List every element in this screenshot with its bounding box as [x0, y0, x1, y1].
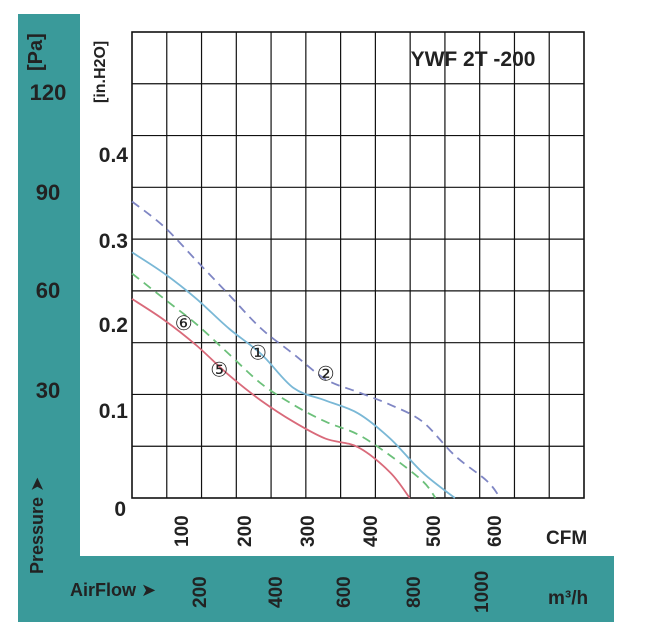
curve-label-1: ⑥ [175, 311, 193, 335]
pa-tick-30: 30 [35, 378, 61, 403]
curve-label-3: ① [249, 340, 267, 364]
in-tick-0: 0 [114, 498, 126, 521]
curve-series-3 [131, 298, 411, 499]
bottom-axis-band [18, 556, 614, 622]
pa-tick-90: 90 [35, 180, 61, 205]
curve-series-1 [131, 251, 456, 499]
cfm-unit-label: CFM [546, 528, 588, 549]
plot-curves [131, 200, 501, 499]
in-tick-0.2: 0.2 [98, 314, 128, 337]
in-tick-0.4: 0.4 [98, 144, 128, 167]
plot-grid [131, 31, 585, 499]
in-tick-0.3: 0.3 [98, 230, 128, 253]
curve-series-2 [131, 200, 501, 499]
airflow-arrow-icon: ➤ [141, 580, 157, 600]
in-tick-0.1: 0.1 [98, 400, 128, 423]
plot-frame [131, 31, 585, 499]
pa-tick-120: 120 [29, 80, 67, 105]
m3h-unit-label: m³/h [548, 588, 589, 609]
pa-tick-60: 60 [35, 278, 61, 303]
curve-series-4 [131, 272, 437, 499]
airflow-axis-label: AirFlow ➤ [70, 580, 156, 601]
airflow-label-text: AirFlow [70, 580, 136, 600]
left-axis-band [18, 14, 80, 606]
curve-label-4: ② [317, 362, 335, 386]
curve-label-2: ⑤ [210, 357, 228, 381]
plot-curve-labels: ⑥⑤① ② [175, 311, 335, 386]
chart-title: YWF 2T -200 [410, 48, 536, 71]
